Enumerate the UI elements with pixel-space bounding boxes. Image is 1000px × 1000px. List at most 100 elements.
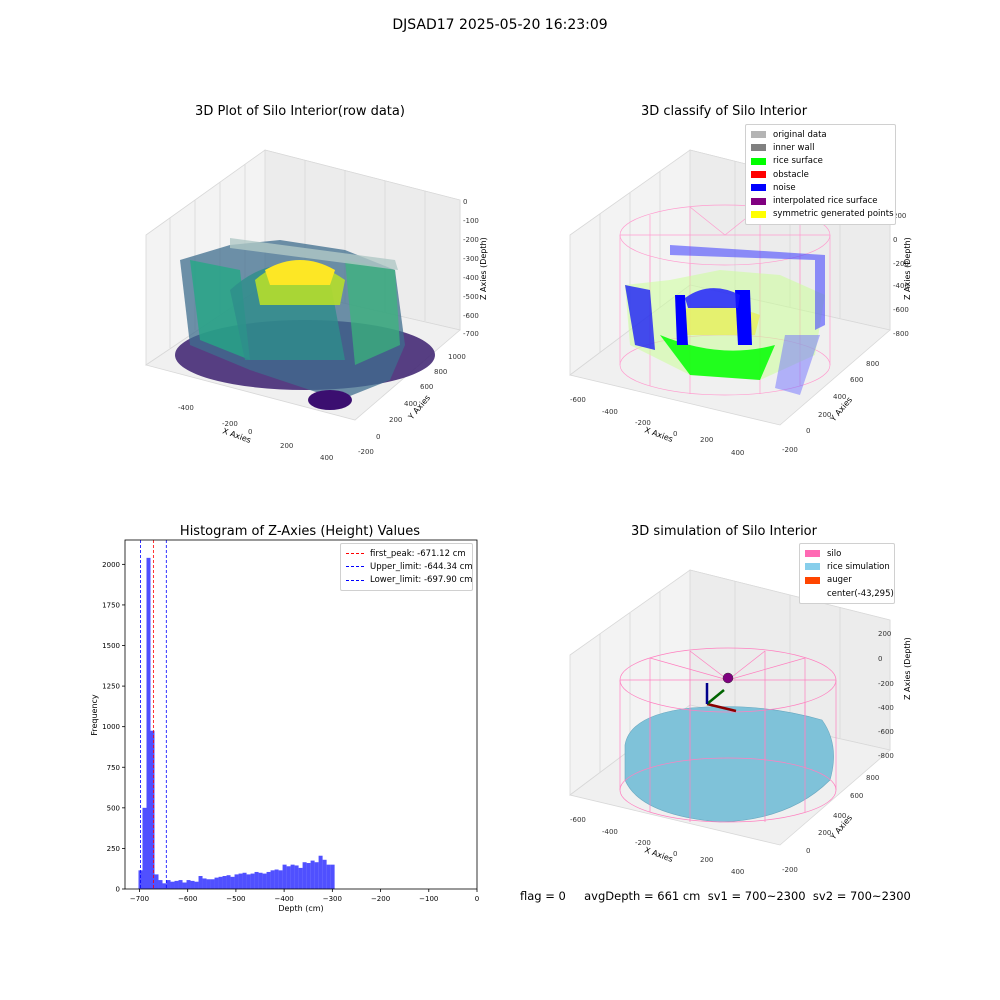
simulation-ytick: 600 [850, 792, 863, 800]
legend-label: interpolated rice surface [773, 196, 878, 207]
raw-ztick: -400 [463, 274, 479, 282]
raw-ztick: -700 [463, 330, 479, 338]
histogram-bar [278, 870, 283, 889]
classify-ytick: -200 [782, 446, 798, 454]
legend-label: obstacle [773, 169, 809, 180]
legend-swatch [751, 144, 766, 152]
classify-x-ticks: -600 -400 -200 0 200 400 [570, 396, 744, 457]
histogram-bar [234, 874, 239, 889]
simulation-ztick: -400 [878, 704, 894, 712]
classify-ztick: -200 [893, 260, 909, 268]
histogram-bar [206, 879, 211, 889]
simulation-xtick: 0 [673, 850, 677, 858]
legend-swatch [805, 563, 820, 571]
classify-z-label: Z Axies (Depth) [903, 237, 912, 300]
histogram-title: Histogram of Z-Axies (Height) Values [179, 524, 421, 539]
histogram-bar [194, 881, 199, 889]
raw-xtick: 200 [280, 442, 293, 450]
legend-swatch [751, 171, 766, 179]
legend-label: noise [773, 182, 796, 193]
legend-swatch [751, 157, 766, 165]
legend-swatch [751, 210, 766, 218]
histogram-bar [274, 869, 279, 889]
classify-x-label: X Axies [643, 425, 674, 444]
legend-label: original data [773, 129, 827, 140]
classify-ytick: 400 [833, 393, 846, 401]
raw-ztick: -500 [463, 293, 479, 301]
histogram-bar [230, 876, 235, 889]
histogram-bar [174, 880, 179, 889]
histogram-bar [158, 880, 163, 889]
raw-ytick: 600 [420, 383, 433, 391]
histogram-chart: −700 −600 −500 −400 −300 −200 −100 0 0 250 500 750… [90, 539, 479, 913]
histogram-y-tick-label: 1500 [102, 642, 120, 650]
legend-item: auger [805, 574, 889, 587]
legend-swatch [805, 590, 820, 598]
histogram-y-tick-label: 1000 [102, 723, 120, 731]
raw-y-ticks: -200 0 200 400 600 800 1000 [358, 353, 466, 456]
legend-item: inner wall [751, 141, 890, 154]
simulation-x-label: X Axies [643, 845, 674, 864]
histogram-bar [250, 873, 255, 889]
classify-point-cloud [625, 245, 825, 395]
histogram-bar [214, 877, 219, 889]
simulation-ytick: 200 [818, 829, 831, 837]
legend-swatch [751, 131, 766, 139]
classify-xtick: 0 [673, 430, 677, 438]
raw-ztick: -100 [463, 217, 479, 225]
simulation-ztick: 0 [878, 655, 882, 663]
classify-ztick: -800 [893, 330, 909, 338]
legend-label: inner wall [773, 142, 815, 153]
classify-ytick: 800 [866, 360, 879, 368]
classify-plot-title: 3D classify of Silo Interior [640, 104, 808, 119]
histogram-bar [306, 863, 311, 889]
classify-ytick: 200 [818, 411, 831, 419]
legend-swatch [751, 184, 766, 192]
histogram-x-tick-label: −200 [371, 895, 390, 903]
raw-ztick: 0 [463, 198, 467, 206]
legend-label: rice simulation [827, 561, 890, 572]
simulation-z-label: Z Axies (Depth) [903, 637, 912, 700]
legend-item: interpolated rice surface [751, 194, 890, 207]
simulation-ytick: 400 [833, 812, 846, 820]
histogram-bar [146, 557, 151, 889]
histogram-bar [314, 862, 319, 889]
histogram-bar [226, 875, 231, 889]
histogram-legend: first_peak: -671.12 cm Upper_limit: -644… [340, 543, 473, 591]
simulation-xtick: -400 [602, 828, 618, 836]
legend-line [346, 579, 364, 581]
raw-point-cloud [175, 238, 435, 410]
raw-ytick: 1000 [448, 353, 466, 361]
histogram-y-tick-label: 1750 [102, 601, 120, 609]
classify-xtick: -600 [570, 396, 586, 404]
classify-ytick: 0 [806, 427, 810, 435]
histogram-x-tick-label: −700 [130, 895, 149, 903]
histogram-bar [198, 876, 203, 889]
simulation-y-ticks: -200 0 200 400 600 800 [782, 774, 879, 874]
histogram-y-tick-label: 500 [107, 804, 120, 812]
simulation-ztick: -200 [878, 680, 894, 688]
legend-line [346, 553, 364, 555]
histogram-bar [266, 871, 271, 889]
raw-ytick: -200 [358, 448, 374, 456]
classify-ztick: -600 [893, 306, 909, 314]
raw-ztick: -200 [463, 236, 479, 244]
simulation-ztick: -600 [878, 728, 894, 736]
legend-label: first_peak: -671.12 cm [370, 548, 466, 559]
simulation-3d-plot: -600 -400 -200 0 200 400 -200 0 200 400 … [569, 569, 912, 876]
simulation-plot-title: 3D simulation of Silo Interior [631, 524, 817, 539]
simulation-xtick: 200 [700, 856, 713, 864]
histogram-bar [182, 882, 187, 889]
histogram-bar [150, 730, 155, 889]
histogram-y-tick-label: 750 [107, 764, 120, 772]
histogram-bar [166, 880, 171, 889]
simulation-xtick: -600 [570, 816, 586, 824]
figure-title: DJSAD17 2025-05-20 16:23:09 [392, 17, 608, 33]
histogram-bar [186, 880, 191, 889]
raw-x-ticks: -400 -200 0 200 400 [178, 404, 333, 460]
simulation-xtick: 400 [731, 868, 744, 876]
histogram-bar [190, 880, 195, 889]
legend-swatch [751, 197, 766, 205]
histogram-bars [138, 557, 335, 889]
classify-ztick: 0 [893, 236, 897, 244]
